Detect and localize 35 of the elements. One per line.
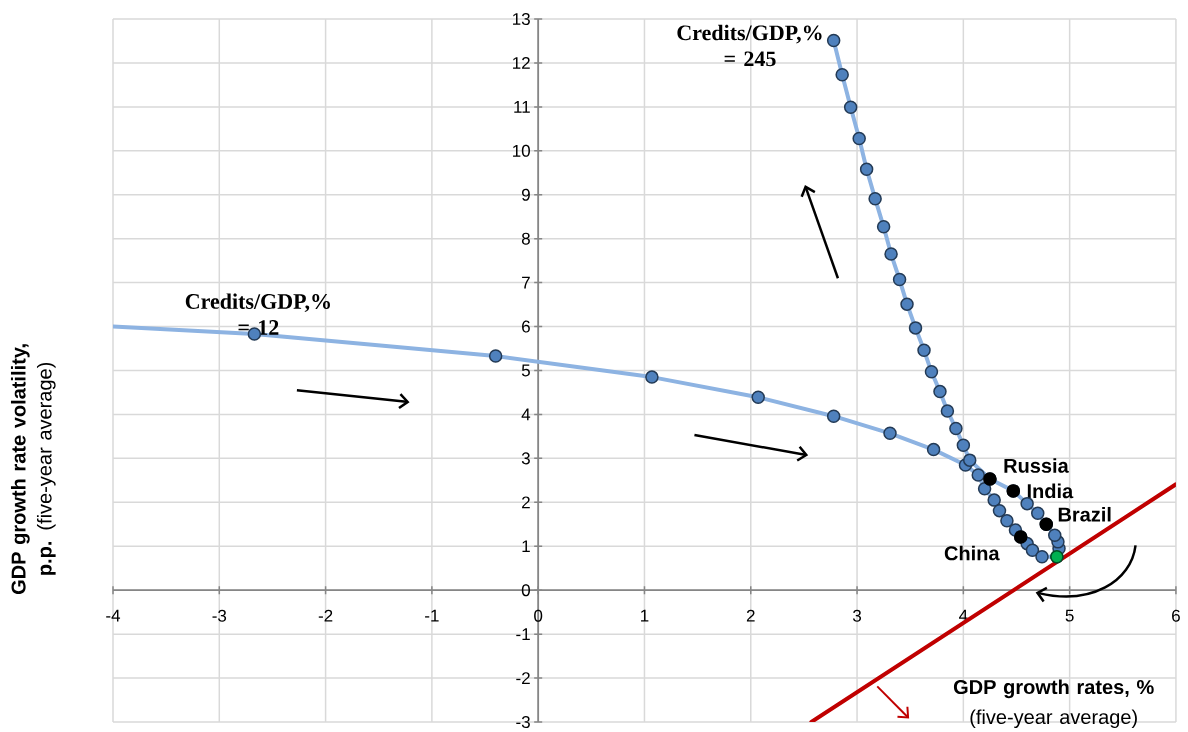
x-tick-label: 5 <box>1065 609 1074 622</box>
y-tick-label: 2 <box>522 496 530 509</box>
x-tick-label: -1 <box>425 609 439 622</box>
y-tick-label: 10 <box>513 144 530 157</box>
y-tick-label: -2 <box>516 672 530 684</box>
y-tick-label: 13 <box>513 12 530 26</box>
x-tick-label: 6 <box>1172 609 1180 622</box>
y-tick-label: 11 <box>514 101 530 113</box>
x-tick-label: -3 <box>212 609 227 622</box>
annotation: Credits/GDP,% = 12 <box>185 293 330 335</box>
x-tick-label: 0 <box>534 609 543 622</box>
x-tick-label: -4 <box>106 609 121 622</box>
x-tick-label: 4 <box>959 609 968 622</box>
y-tick-label: 7 <box>522 276 530 289</box>
y-tick-label: -1 <box>516 628 530 640</box>
y-tick-label: 3 <box>521 452 530 465</box>
annotation: China <box>944 545 1000 561</box>
x-tick-label: 2 <box>746 609 755 622</box>
y-tick-label: 5 <box>521 364 530 377</box>
x-tick-label: 1 <box>641 609 649 622</box>
y-tick-label: 9 <box>521 188 530 201</box>
y-tick-label: 4 <box>521 408 531 421</box>
x-axis-title: GDP growth rates, % (five-year average) <box>953 679 1154 729</box>
annotation: Brazil <box>1058 506 1111 522</box>
y-tick-label: 6 <box>522 320 530 333</box>
y-tick-label: 1 <box>522 540 530 553</box>
annotation: Russia <box>1004 458 1069 473</box>
y-tick-label: 8 <box>521 232 530 245</box>
y-tick-label: 12 <box>513 57 530 69</box>
annotation: India <box>1027 483 1074 499</box>
y-tick-label: -3 <box>516 715 530 729</box>
x-tick-label: -2 <box>318 609 333 622</box>
x-tick-label: 3 <box>852 609 862 622</box>
annotation: Credits/GDP,% = 245 <box>677 24 822 67</box>
y-tick-label: 0 <box>521 584 530 597</box>
